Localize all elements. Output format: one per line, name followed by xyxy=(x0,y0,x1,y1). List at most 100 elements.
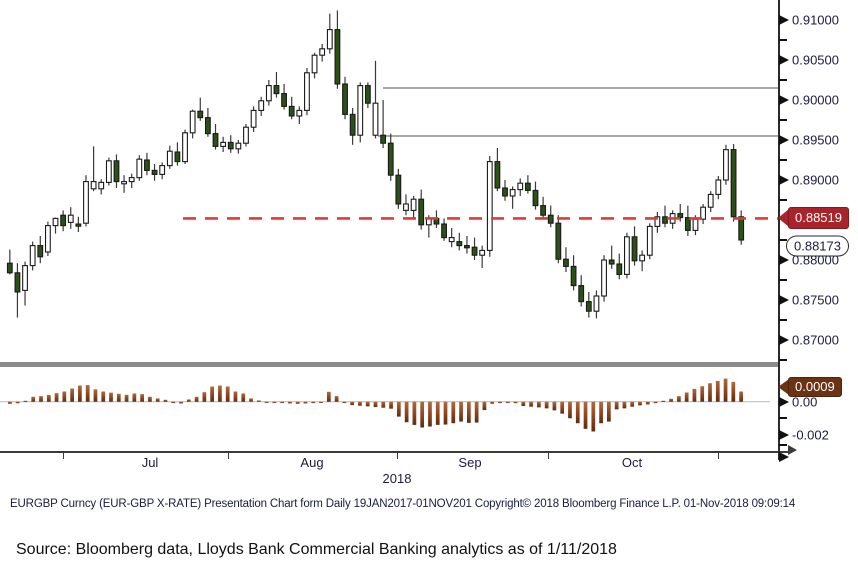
candlestick[interactable] xyxy=(265,80,272,106)
candlestick[interactable] xyxy=(464,236,470,254)
candlestick[interactable] xyxy=(98,179,105,195)
candlestick[interactable] xyxy=(243,124,249,147)
candlestick[interactable] xyxy=(494,148,501,192)
candlestick[interactable] xyxy=(235,140,242,154)
candlestick[interactable] xyxy=(486,156,493,257)
candlestick[interactable] xyxy=(395,168,402,209)
candlestick[interactable] xyxy=(540,196,547,219)
candlestick[interactable] xyxy=(105,157,112,186)
candlestick[interactable] xyxy=(90,146,97,192)
candlestick[interactable] xyxy=(6,249,13,275)
candlestick[interactable] xyxy=(288,96,295,120)
candlestick[interactable] xyxy=(585,292,592,318)
candlestick[interactable] xyxy=(151,164,158,181)
candlestick[interactable] xyxy=(136,155,143,181)
candlestick[interactable] xyxy=(738,210,745,245)
candlestick[interactable] xyxy=(616,253,623,280)
candlestick[interactable] xyxy=(189,109,196,139)
candlestick[interactable] xyxy=(113,154,120,188)
candlestick[interactable] xyxy=(730,144,737,222)
candlestick[interactable] xyxy=(166,145,173,169)
candlestick[interactable] xyxy=(639,250,646,272)
candlestick[interactable] xyxy=(174,142,181,166)
candlestick[interactable] xyxy=(570,255,577,291)
candlestick[interactable] xyxy=(319,44,326,62)
candlestick[interactable] xyxy=(273,72,280,98)
candlestick[interactable] xyxy=(547,205,554,228)
candlestick[interactable] xyxy=(517,178,524,196)
candlestick[interactable] xyxy=(608,245,615,269)
macd-histogram-panel[interactable] xyxy=(0,372,778,448)
candlestick[interactable] xyxy=(281,84,287,110)
candlestick[interactable] xyxy=(14,263,21,318)
candlestick[interactable] xyxy=(410,196,417,219)
candlestick[interactable] xyxy=(555,215,562,264)
candlestick[interactable] xyxy=(197,97,204,121)
candlestick[interactable] xyxy=(364,82,371,108)
candlestick[interactable] xyxy=(357,82,364,143)
price-axis[interactable]: 0.91000 0.90500 0.90000 0.89500 0.89000 0.880… xyxy=(778,0,858,462)
candlestick[interactable] xyxy=(311,52,318,79)
candlestick[interactable] xyxy=(144,152,150,176)
candlestick[interactable] xyxy=(403,194,409,216)
candlestick[interactable] xyxy=(532,181,539,210)
price-tick-major xyxy=(779,95,789,105)
candlestick[interactable] xyxy=(524,175,531,194)
candlestick[interactable] xyxy=(372,60,379,139)
candlestick[interactable] xyxy=(52,217,59,234)
candlestick[interactable] xyxy=(684,205,691,236)
candlestick[interactable] xyxy=(509,186,516,209)
prev-close-badge[interactable]: 0.88173 xyxy=(786,235,849,257)
candlestick[interactable] xyxy=(700,204,707,224)
candlestick[interactable] xyxy=(479,245,486,268)
candlestick[interactable] xyxy=(677,204,684,222)
candlestick[interactable] xyxy=(83,175,89,227)
candlestick[interactable] xyxy=(662,205,668,228)
candlestick[interactable] xyxy=(646,223,653,260)
candlestick[interactable] xyxy=(182,129,188,164)
candlestick[interactable] xyxy=(578,275,585,307)
candlestick[interactable] xyxy=(159,162,166,180)
candlestick[interactable] xyxy=(601,255,607,302)
last-price-badge[interactable]: 0.88519 xyxy=(788,207,849,230)
candlestick[interactable] xyxy=(349,108,356,145)
candlestick[interactable] xyxy=(623,232,630,279)
candlestick[interactable] xyxy=(204,108,211,137)
candlestick[interactable] xyxy=(342,76,348,120)
candlestick[interactable] xyxy=(258,96,265,116)
candlestick[interactable] xyxy=(715,176,722,200)
candlestick[interactable] xyxy=(448,228,455,248)
price-candlestick-panel[interactable] xyxy=(0,0,778,360)
candlestick[interactable] xyxy=(418,189,425,230)
candlestick[interactable] xyxy=(441,218,447,241)
candlestick[interactable] xyxy=(456,232,463,251)
candlestick[interactable] xyxy=(707,191,714,212)
candlestick[interactable] xyxy=(387,133,394,181)
candlestick[interactable] xyxy=(471,237,478,260)
candlestick[interactable] xyxy=(304,68,310,116)
candlestick[interactable] xyxy=(60,210,67,232)
candlestick[interactable] xyxy=(67,207,74,229)
candlestick[interactable] xyxy=(334,10,341,89)
candlestick[interactable] xyxy=(212,124,219,150)
candlestick[interactable] xyxy=(654,212,661,233)
candlestick[interactable] xyxy=(44,221,51,256)
candlestick[interactable] xyxy=(380,100,387,148)
candlestick[interactable] xyxy=(250,106,257,132)
candlestick[interactable] xyxy=(22,261,28,306)
candlestick[interactable] xyxy=(29,241,36,271)
candlestick[interactable] xyxy=(631,226,638,266)
candlestick[interactable] xyxy=(563,247,569,272)
candlestick[interactable] xyxy=(220,136,227,152)
candlestick[interactable] xyxy=(128,173,135,188)
candlestick[interactable] xyxy=(502,180,508,201)
candlestick[interactable] xyxy=(121,175,128,193)
candlestick[interactable] xyxy=(723,144,729,185)
candlestick[interactable] xyxy=(37,236,44,264)
candlestick[interactable] xyxy=(593,290,600,319)
candlestick[interactable] xyxy=(326,13,333,54)
indicator-value-badge[interactable]: 0.0009 xyxy=(788,376,842,397)
candlestick[interactable] xyxy=(75,216,82,232)
candlestick[interactable] xyxy=(227,135,234,153)
candlestick[interactable] xyxy=(296,106,303,124)
